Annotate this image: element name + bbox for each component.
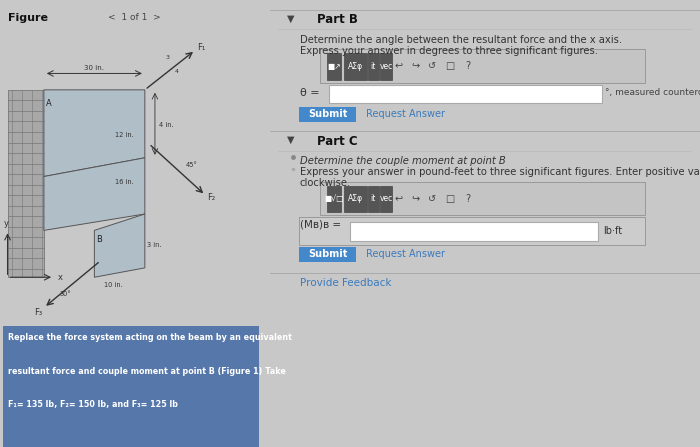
Text: Request Answer: Request Answer <box>366 110 445 119</box>
Polygon shape <box>8 90 44 277</box>
Text: ▼: ▼ <box>287 135 294 145</box>
Text: 4 in.: 4 in. <box>159 122 174 128</box>
Text: Part B: Part B <box>317 13 358 26</box>
Text: vec: vec <box>379 194 393 203</box>
Text: clockwise.: clockwise. <box>300 178 351 188</box>
FancyBboxPatch shape <box>299 107 356 122</box>
Text: 10 in.: 10 in. <box>104 282 123 287</box>
Text: Express your answer in pound-feet to three significant figures. Enter positive v: Express your answer in pound-feet to thr… <box>300 167 700 177</box>
Text: Part C: Part C <box>317 135 358 148</box>
Text: vec: vec <box>379 62 393 71</box>
FancyBboxPatch shape <box>321 182 645 215</box>
Text: ■↗: ■↗ <box>327 62 340 71</box>
Text: A: A <box>46 99 52 108</box>
FancyBboxPatch shape <box>379 53 392 80</box>
Text: AΣφ: AΣφ <box>348 62 363 71</box>
Text: 4: 4 <box>175 69 179 75</box>
Text: ▼: ▼ <box>287 13 294 23</box>
Text: Request Answer: Request Answer <box>366 249 445 259</box>
FancyBboxPatch shape <box>379 186 392 212</box>
Text: Submit: Submit <box>308 110 347 119</box>
Text: F₁: F₁ <box>197 43 206 52</box>
Text: θ =: θ = <box>300 88 319 98</box>
FancyBboxPatch shape <box>329 85 602 103</box>
Text: lb·ft: lb·ft <box>603 226 622 236</box>
Text: 16 in.: 16 in. <box>115 178 133 185</box>
Text: ↺: ↺ <box>428 61 436 71</box>
Text: Express your answer in degrees to three significant figures.: Express your answer in degrees to three … <box>300 46 598 55</box>
Text: Provide Feedback: Provide Feedback <box>300 278 391 288</box>
Text: 45°: 45° <box>186 162 197 168</box>
FancyBboxPatch shape <box>321 49 645 83</box>
Text: °, measured counterclo: °, measured counterclo <box>606 88 700 97</box>
Polygon shape <box>94 214 145 277</box>
Polygon shape <box>44 158 145 230</box>
Text: AΣφ: AΣφ <box>348 194 363 203</box>
Text: □: □ <box>444 194 454 204</box>
FancyBboxPatch shape <box>344 53 368 80</box>
Text: ↪: ↪ <box>412 61 420 71</box>
Text: Figure: Figure <box>8 13 48 23</box>
Text: ■√□: ■√□ <box>324 194 344 203</box>
FancyBboxPatch shape <box>3 326 259 447</box>
Text: Determine the couple moment at point B: Determine the couple moment at point B <box>300 156 505 166</box>
Text: ↪: ↪ <box>412 194 420 204</box>
Text: y: y <box>4 219 8 228</box>
Text: <  1 of 1  >: < 1 of 1 > <box>108 13 161 22</box>
Text: ↺: ↺ <box>428 194 436 204</box>
Text: ?: ? <box>465 194 470 204</box>
Text: Determine the angle between the resultant force and the x axis.: Determine the angle between the resultan… <box>300 35 622 45</box>
Text: F₁= 135 lb, F₂= 150 lb, and F₃= 125 lb: F₁= 135 lb, F₂= 150 lb, and F₃= 125 lb <box>8 400 178 409</box>
Text: 3: 3 <box>165 55 169 60</box>
Polygon shape <box>44 90 145 177</box>
Text: □: □ <box>444 61 454 71</box>
Text: 30°: 30° <box>60 291 72 297</box>
Text: x: x <box>58 273 63 282</box>
Text: it: it <box>370 194 376 203</box>
Text: 12 in.: 12 in. <box>115 132 133 138</box>
Text: (Mʙ)ʙ =: (Mʙ)ʙ = <box>300 220 341 230</box>
FancyBboxPatch shape <box>327 53 340 80</box>
Text: it: it <box>370 62 376 71</box>
Text: 30 in.: 30 in. <box>85 65 104 71</box>
Text: ↩: ↩ <box>395 194 402 204</box>
Text: Submit: Submit <box>308 249 347 259</box>
Text: F₃: F₃ <box>34 308 42 317</box>
FancyBboxPatch shape <box>327 186 342 212</box>
Text: 3 in.: 3 in. <box>147 242 162 248</box>
FancyBboxPatch shape <box>351 222 598 241</box>
Text: F₂: F₂ <box>207 193 216 202</box>
FancyBboxPatch shape <box>299 217 645 245</box>
Text: B: B <box>97 235 102 244</box>
FancyBboxPatch shape <box>368 186 379 212</box>
Text: ↩: ↩ <box>395 61 402 71</box>
FancyBboxPatch shape <box>368 53 379 80</box>
Text: resultant force and couple moment at point B (Figure 1) Take: resultant force and couple moment at poi… <box>8 367 286 375</box>
FancyBboxPatch shape <box>299 247 356 262</box>
Text: Replace the force system acting on the beam by an equivalent: Replace the force system acting on the b… <box>8 333 292 342</box>
FancyBboxPatch shape <box>344 186 368 212</box>
Text: ?: ? <box>465 61 470 71</box>
